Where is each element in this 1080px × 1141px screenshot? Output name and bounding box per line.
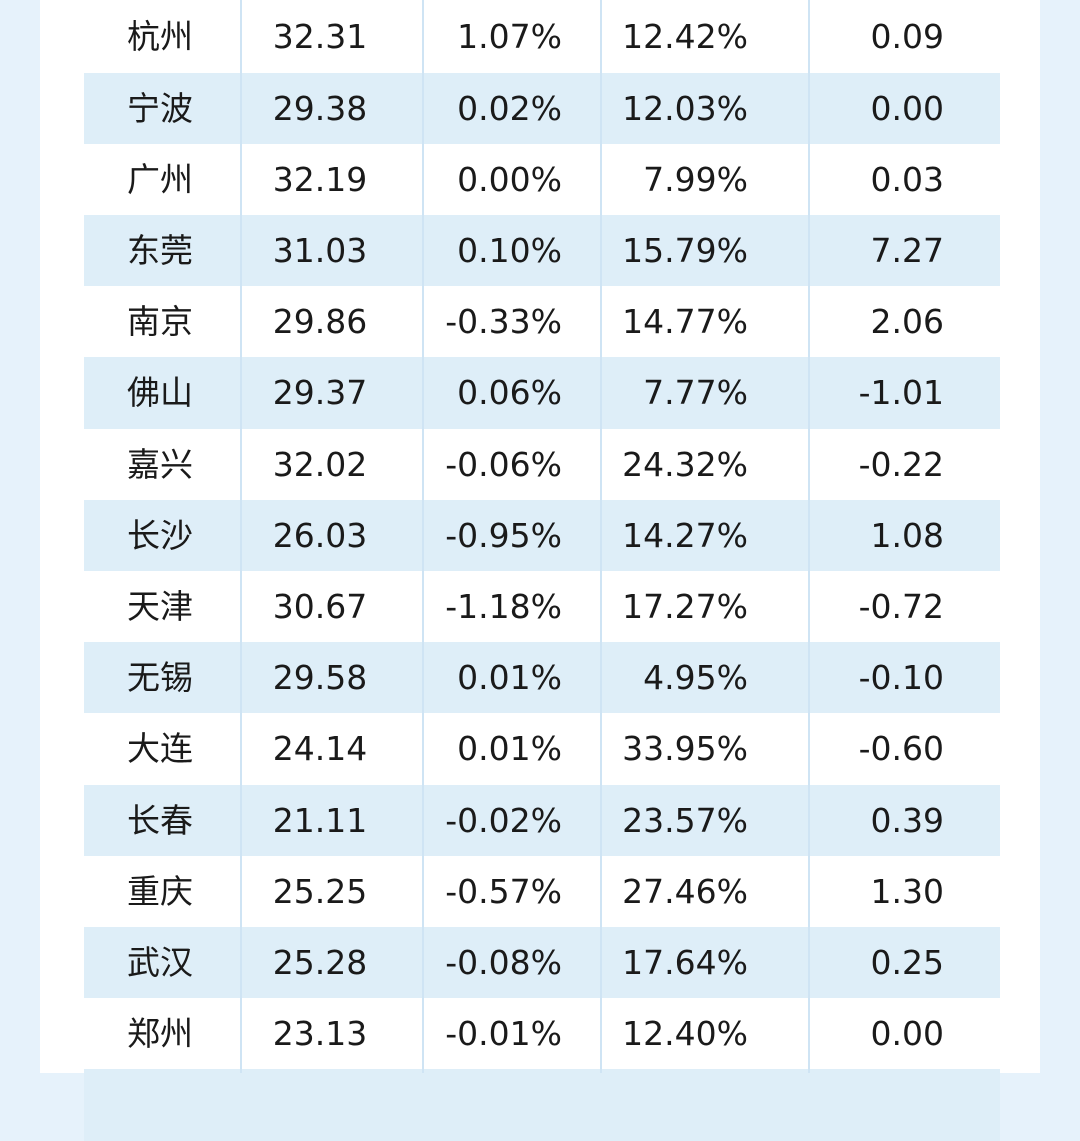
column-divider: [808, 0, 810, 1073]
table-cell: 0.02%: [457, 88, 562, 128]
city-name: 广州: [127, 159, 193, 199]
table: 杭州 32.31 1.07% 12.42% 0.09 宁波 29.38 0.02% 12.03%…: [40, 0, 1040, 1141]
table-cell: 7.27: [870, 231, 944, 270]
table-cell: 21.11: [272, 800, 368, 840]
table-cell: 0.25: [870, 943, 944, 982]
table-cell: 29.38: [272, 88, 368, 128]
table-cell: 2.06: [870, 302, 944, 342]
table-cell: 0.03: [870, 159, 944, 199]
city-name: 郑州: [127, 1014, 193, 1054]
table-cell: 31.03: [272, 231, 368, 270]
row-stripe: [84, 927, 1000, 999]
table-cell: -1.01: [858, 373, 944, 413]
table-cell: -1.18%: [445, 587, 562, 626]
city-name: 大连: [127, 729, 193, 769]
table-cell: 33.95%: [622, 729, 748, 769]
table-cell: -0.72: [858, 587, 944, 626]
table-cell: 14.77%: [622, 302, 748, 342]
column-divider: [600, 0, 602, 1073]
table-cell: 0.00: [870, 88, 944, 128]
row-stripe: [84, 499, 1000, 571]
table-cell: -0.02%: [445, 800, 562, 840]
table-cell: 27.46%: [622, 871, 748, 911]
table-cell: 32.31: [272, 17, 368, 57]
table-cell: 25.25: [272, 871, 368, 911]
row-stripe: [84, 357, 1000, 429]
table-cell: 0.10%: [457, 231, 562, 270]
table-cell: 29.37: [272, 373, 368, 413]
city-name: 杭州: [127, 17, 193, 57]
city-name: 武汉: [127, 943, 193, 982]
table-cell: -0.08%: [445, 943, 562, 982]
table-cell: 24.32%: [622, 444, 748, 484]
page: 杭州 32.31 1.07% 12.42% 0.09 宁波 29.38 0.02% 12.03%…: [40, 0, 1040, 1141]
table-cell: 0.00%: [457, 159, 562, 199]
row-stripe: [84, 784, 1000, 856]
table-cell: 1.08: [870, 515, 944, 555]
city-name: 重庆: [127, 871, 193, 911]
table-cell: 32.19: [272, 159, 368, 199]
table-cell: 17.64%: [622, 943, 748, 982]
table-cell: 0.09: [870, 17, 944, 57]
table-cell: 29.58: [272, 658, 368, 698]
table-cell: 30.67: [272, 587, 368, 626]
column-divider: [240, 0, 242, 1073]
city-name: 长沙: [127, 515, 193, 555]
table-cell: 29.86: [272, 302, 368, 342]
table-cell: 23.57%: [622, 800, 748, 840]
table-cell: 0.39: [870, 800, 944, 840]
table-cell: -0.22: [858, 444, 944, 484]
city-name: 南京: [127, 302, 193, 342]
table-cell: 1.07%: [457, 17, 562, 57]
table-cell: 14.27%: [622, 515, 748, 555]
table-cell: -0.10: [858, 658, 944, 698]
table-cell: -0.01%: [445, 1014, 562, 1054]
city-name: 长春: [127, 800, 193, 840]
table-cell: 7.77%: [643, 373, 748, 413]
table-cell: 0.01%: [457, 729, 562, 769]
city-name: 宁波: [127, 88, 193, 128]
row-stripe: [84, 642, 1000, 714]
table-cell: 12.03%: [622, 88, 748, 128]
row-stripe: [84, 1069, 1000, 1141]
table-cell: 0.00: [870, 1014, 944, 1054]
city-name: 嘉兴: [127, 444, 193, 484]
table-cell: 12.40%: [622, 1014, 748, 1054]
table-cell: 17.27%: [622, 587, 748, 626]
row-stripe: [84, 215, 1000, 287]
table-cell: -0.60: [858, 729, 944, 769]
table-cell: 26.03: [272, 515, 368, 555]
table-cell: 4.95%: [643, 658, 748, 698]
table-cell: 25.28: [272, 943, 368, 982]
column-divider: [422, 0, 424, 1073]
table-cell: 0.01%: [457, 658, 562, 698]
table-cell: 0.06%: [457, 373, 562, 413]
city-name: 无锡: [127, 658, 193, 698]
table-cell: 1.30: [870, 871, 944, 911]
city-name: 东莞: [127, 231, 193, 270]
table-cell: 7.99%: [643, 159, 748, 199]
row-stripe: [84, 72, 1000, 144]
table-cell: 23.13: [272, 1014, 368, 1054]
table-cell: 12.42%: [622, 17, 748, 57]
table-cell: 32.02: [272, 444, 368, 484]
table-cell: 15.79%: [622, 231, 748, 270]
table-cell: 24.14: [272, 729, 368, 769]
city-name: 天津: [127, 587, 193, 626]
city-name: 佛山: [127, 373, 193, 413]
table-cell: -0.33%: [445, 302, 562, 342]
table-cell: -0.06%: [445, 444, 562, 484]
table-cell: -0.95%: [445, 515, 562, 555]
table-cell: -0.57%: [445, 871, 562, 911]
